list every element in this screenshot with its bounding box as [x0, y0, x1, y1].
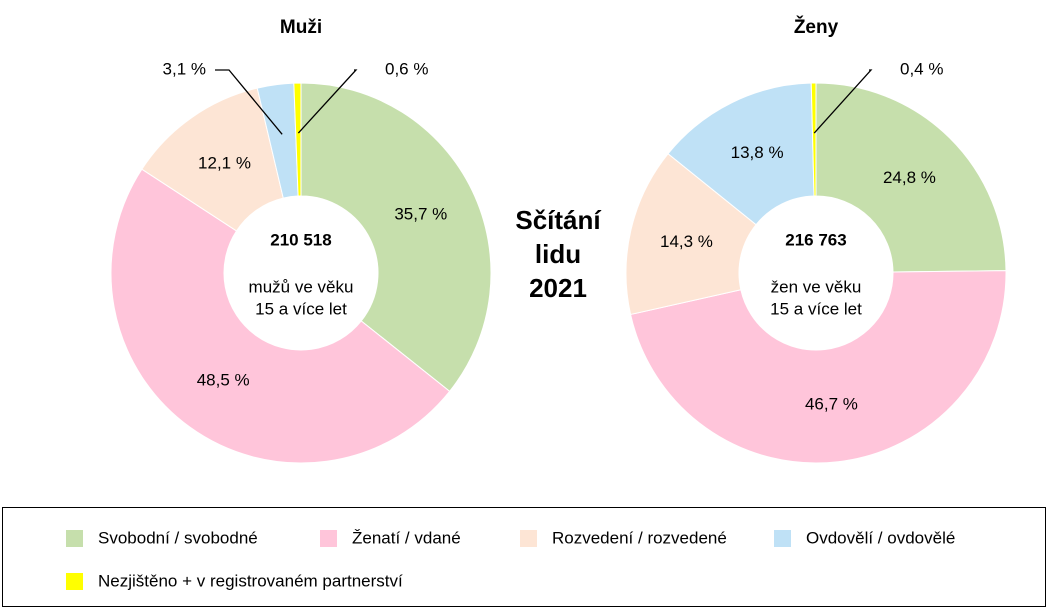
legend-swatch [320, 530, 337, 547]
legend-swatch [66, 573, 83, 590]
center-text: mužů ve věku [249, 277, 354, 296]
data-label: 35,7 % [394, 205, 447, 224]
data-label: 14,3 % [660, 232, 713, 251]
center-total: 216 763 [785, 230, 846, 249]
annotation: lidu [535, 239, 581, 269]
data-label: 3,1 % [163, 59, 206, 78]
center-text: 15 a více let [255, 299, 347, 318]
leader-line [297, 69, 358, 134]
leader-line [813, 69, 873, 134]
data-label: 0,6 % [385, 59, 428, 78]
legend-label: Nezjištěno + v registrovaném partnerství [98, 571, 403, 590]
donut-slice [667, 82, 815, 226]
legend-swatch [520, 530, 537, 547]
legend-label: Svobodní / svobodné [98, 528, 258, 547]
donut-slice [629, 270, 1007, 464]
center-total: 210 518 [270, 230, 331, 249]
donut-slice [625, 153, 757, 316]
data-label: 0,4 % [900, 59, 943, 78]
data-label: 48,5 % [197, 370, 250, 389]
donut-slice [293, 82, 302, 197]
data-label: 13,8 % [731, 143, 784, 162]
donut-slice [810, 82, 817, 197]
center-text: žen ve věku [771, 277, 862, 296]
donut-slice [110, 168, 451, 464]
center-text: 15 a více let [770, 299, 862, 318]
chart-title: Muži [280, 17, 322, 38]
annotation: Sčítání [515, 205, 601, 235]
donut-slice [300, 82, 492, 393]
legend-label: Ovdovělí / ovdovělé [806, 528, 955, 547]
data-label: 46,7 % [805, 395, 858, 414]
donut-slice [815, 82, 1007, 273]
legend-label: Ženatí / vdané [352, 528, 461, 547]
legend-swatch [774, 530, 791, 547]
data-label: 12,1 % [198, 154, 251, 173]
annotation: 2021 [529, 273, 587, 303]
chart-title: Ženy [794, 16, 839, 38]
legend-swatch [66, 530, 83, 547]
data-label: 24,8 % [883, 168, 936, 187]
legend-label: Rozvedení / rozvedené [552, 528, 727, 547]
leader-line [215, 69, 283, 135]
legend-box [2, 507, 1046, 607]
